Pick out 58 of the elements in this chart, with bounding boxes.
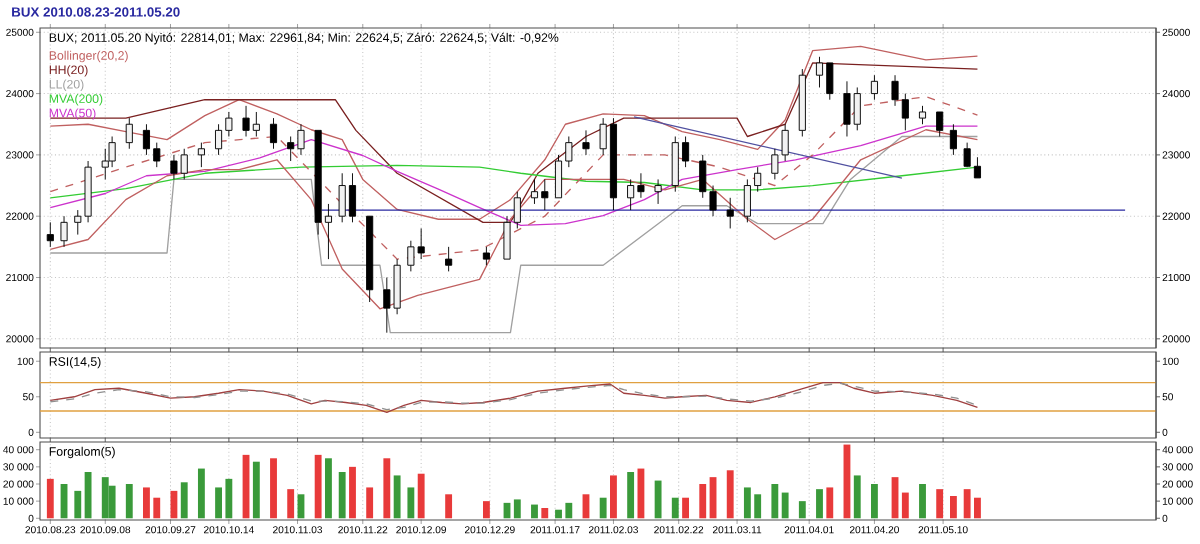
bar	[393, 475, 401, 519]
bar	[726, 470, 734, 519]
candlestick	[197, 142, 205, 168]
bar	[445, 494, 453, 519]
bar	[637, 468, 645, 519]
bar	[407, 487, 415, 519]
bar	[383, 458, 391, 519]
bar	[338, 472, 346, 519]
bar	[781, 492, 789, 519]
candlestick	[101, 148, 109, 180]
bar	[671, 497, 679, 519]
bar	[46, 478, 54, 519]
bar	[816, 489, 823, 519]
bar	[84, 472, 92, 519]
bar	[417, 473, 425, 519]
bar	[197, 468, 205, 519]
bar	[610, 475, 617, 519]
bar	[798, 501, 806, 519]
bar	[252, 461, 260, 519]
bar	[287, 489, 295, 519]
bar	[513, 499, 521, 519]
candlestick	[60, 215, 68, 248]
line-series	[49, 125, 979, 227]
bar	[627, 472, 635, 519]
bar	[541, 508, 549, 519]
bar	[366, 487, 374, 519]
candlestick	[949, 123, 957, 156]
bar	[349, 466, 356, 519]
candlestick	[582, 129, 590, 156]
bar	[654, 480, 662, 519]
bar	[108, 485, 116, 519]
bar	[531, 504, 538, 519]
candlestick	[125, 117, 133, 150]
bar	[180, 482, 188, 519]
bar	[101, 477, 109, 519]
bar	[482, 501, 490, 519]
bar	[919, 484, 926, 519]
bar	[314, 454, 322, 519]
bar	[871, 484, 878, 519]
bar	[325, 458, 332, 519]
candlestick	[108, 136, 116, 168]
candlestick	[726, 197, 734, 229]
bar	[949, 495, 957, 519]
bar	[599, 497, 607, 519]
bar	[853, 475, 861, 519]
bar	[74, 490, 82, 519]
bar	[270, 458, 277, 519]
candlestick	[46, 221, 54, 248]
candlestick	[654, 178, 662, 205]
candlestick	[870, 74, 878, 101]
bar	[682, 497, 689, 519]
bar	[125, 484, 133, 519]
bar	[699, 484, 707, 519]
bar	[826, 487, 834, 519]
bar	[771, 484, 779, 519]
bar	[901, 492, 909, 519]
bar	[170, 490, 178, 519]
bar	[936, 489, 944, 519]
